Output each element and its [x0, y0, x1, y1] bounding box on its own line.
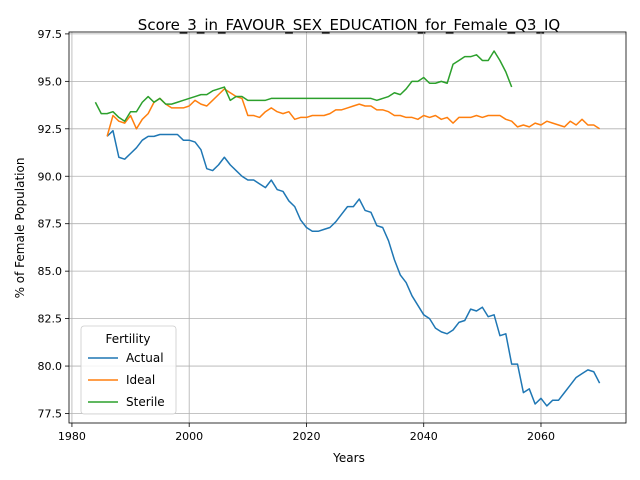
y-tick-label: 90.0	[38, 170, 63, 183]
y-axis-label: % of Female Population	[13, 158, 27, 299]
x-tick-label: 1980	[58, 430, 86, 443]
legend-label-sterile: Sterile	[126, 395, 165, 409]
chart-title: Score_3_in_FAVOUR_SEX_EDUCATION_for_Fema…	[138, 16, 560, 35]
series-lines	[94, 50, 601, 407]
x-axis: 1980 2000 2020 2040 2060	[58, 423, 555, 443]
y-tick-label: 95.0	[38, 75, 63, 88]
y-tick-label: 97.5	[38, 28, 63, 41]
legend-box	[80, 325, 177, 415]
x-axis-label: Years	[332, 451, 365, 465]
y-tick-label: 87.5	[38, 218, 63, 231]
series-line-actual	[106, 129, 601, 407]
x-tick-label: 2060	[527, 430, 555, 443]
x-tick-label: 2040	[410, 430, 438, 443]
legend: Fertility Actual Ideal Sterile	[80, 325, 177, 415]
series-line-ideal	[106, 88, 601, 137]
legend-label-ideal: Ideal	[126, 373, 155, 387]
legend-label-actual: Actual	[126, 351, 164, 365]
plot-frame	[68, 31, 627, 424]
legend-title: Fertility	[105, 332, 150, 346]
y-axis: 77.5 80.0 82.5 85.0 87.5 90.0 92.5 95.0 97.5	[38, 28, 69, 421]
y-tick-label: 80.0	[38, 360, 63, 373]
x-tick-label: 2020	[292, 430, 320, 443]
y-tick-label: 92.5	[38, 123, 63, 136]
y-tick-label: 77.5	[38, 408, 63, 421]
series-line-sterile	[94, 50, 513, 122]
y-tick-label: 85.0	[38, 265, 63, 278]
y-tick-label: 82.5	[38, 313, 63, 326]
grid	[69, 32, 626, 423]
x-tick-label: 2000	[175, 430, 203, 443]
